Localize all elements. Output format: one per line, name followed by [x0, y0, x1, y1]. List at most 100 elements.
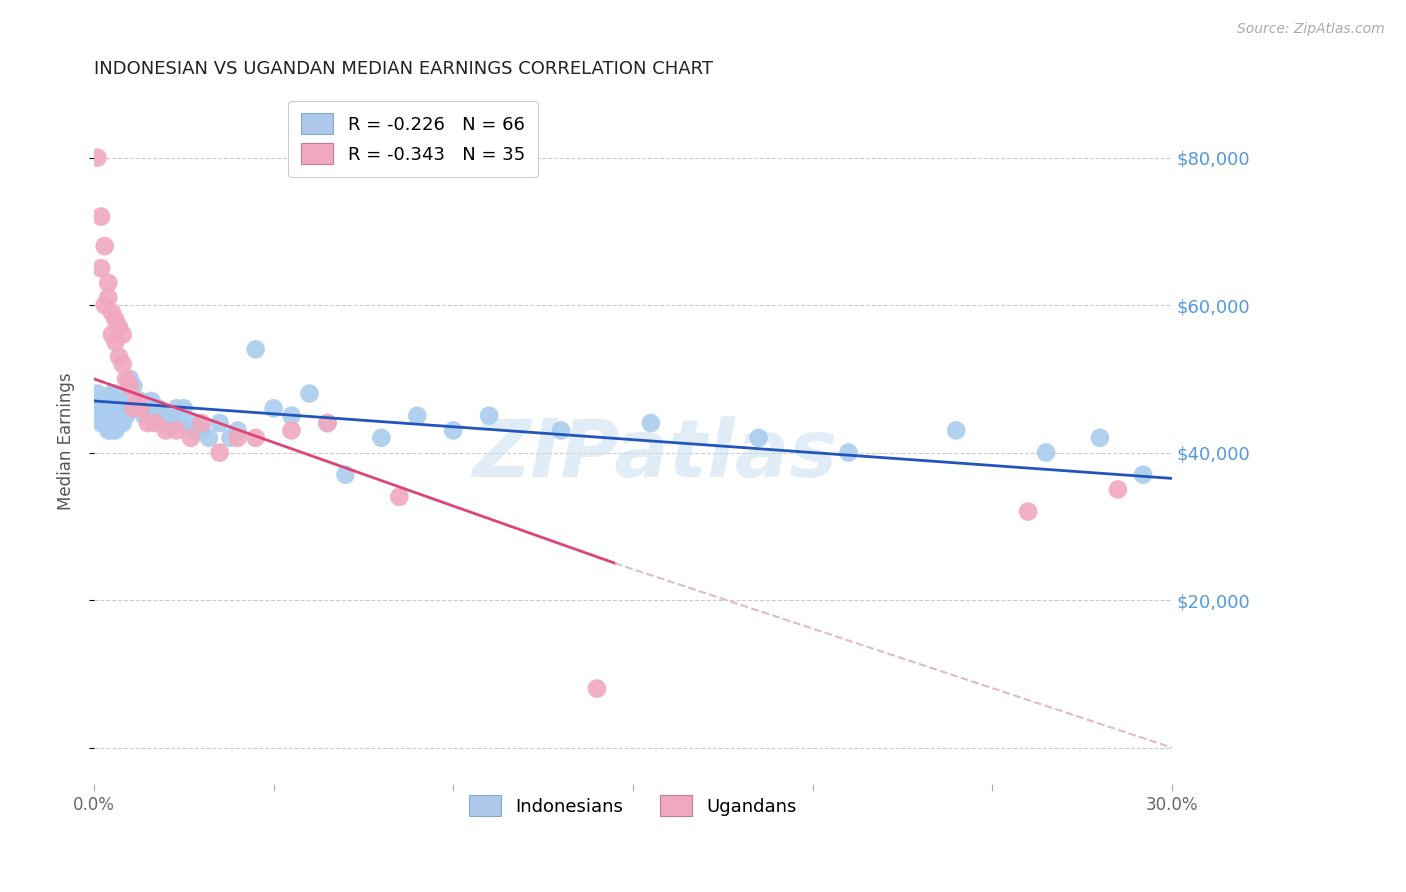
Point — [104, 386, 127, 401]
Point — [1132, 467, 1154, 482]
Point — [388, 490, 411, 504]
Point — [86, 386, 108, 401]
Point — [101, 409, 124, 423]
Point — [111, 401, 134, 416]
Point — [586, 681, 609, 696]
Point — [108, 320, 131, 334]
Text: INDONESIAN VS UGANDAN MEDIAN EARNINGS CORRELATION CHART: INDONESIAN VS UGANDAN MEDIAN EARNINGS CO… — [94, 60, 713, 78]
Point — [316, 416, 339, 430]
Point — [180, 416, 202, 430]
Point — [190, 416, 212, 430]
Point — [108, 416, 131, 430]
Point — [129, 394, 152, 409]
Point — [101, 394, 124, 409]
Point — [245, 343, 267, 357]
Point — [108, 394, 131, 409]
Point — [118, 394, 141, 409]
Point — [155, 424, 177, 438]
Point — [90, 394, 112, 409]
Point — [115, 372, 138, 386]
Point — [122, 379, 145, 393]
Point — [298, 386, 321, 401]
Point — [97, 401, 120, 416]
Point — [280, 409, 302, 423]
Point — [93, 416, 115, 430]
Point — [1035, 445, 1057, 459]
Point — [208, 445, 231, 459]
Point — [183, 424, 205, 438]
Point — [111, 357, 134, 371]
Point — [90, 210, 112, 224]
Legend: Indonesians, Ugandans: Indonesians, Ugandans — [461, 789, 804, 823]
Point — [748, 431, 770, 445]
Point — [316, 416, 339, 430]
Point — [118, 372, 141, 386]
Point — [108, 350, 131, 364]
Point — [162, 416, 184, 430]
Point — [101, 305, 124, 319]
Point — [93, 394, 115, 409]
Point — [97, 424, 120, 438]
Point — [136, 401, 159, 416]
Point — [198, 431, 221, 445]
Point — [1107, 483, 1129, 497]
Point — [143, 409, 166, 423]
Point — [640, 416, 662, 430]
Point — [104, 334, 127, 349]
Point — [125, 401, 148, 416]
Point — [166, 401, 188, 416]
Point — [93, 239, 115, 253]
Point — [90, 261, 112, 276]
Point — [180, 431, 202, 445]
Point — [141, 394, 163, 409]
Point — [263, 401, 285, 416]
Point — [1088, 431, 1111, 445]
Point — [97, 409, 120, 423]
Point — [101, 424, 124, 438]
Text: ZIPatlas: ZIPatlas — [472, 417, 837, 494]
Point — [173, 401, 195, 416]
Point — [280, 424, 302, 438]
Y-axis label: Median Earnings: Median Earnings — [58, 373, 75, 510]
Point — [219, 431, 242, 445]
Point — [118, 379, 141, 393]
Point — [134, 409, 156, 423]
Point — [90, 409, 112, 423]
Point — [125, 394, 148, 409]
Point — [129, 401, 152, 416]
Point — [97, 291, 120, 305]
Text: Source: ZipAtlas.com: Source: ZipAtlas.com — [1237, 22, 1385, 37]
Point — [550, 424, 572, 438]
Point — [93, 298, 115, 312]
Point — [104, 424, 127, 438]
Point — [837, 445, 859, 459]
Point — [101, 327, 124, 342]
Point — [370, 431, 392, 445]
Point — [136, 416, 159, 430]
Point — [335, 467, 357, 482]
Point — [1017, 505, 1039, 519]
Point — [166, 424, 188, 438]
Point — [90, 416, 112, 430]
Point — [245, 431, 267, 445]
Point — [945, 424, 967, 438]
Point — [101, 386, 124, 401]
Point — [169, 416, 191, 430]
Point — [190, 424, 212, 438]
Point — [115, 409, 138, 423]
Point — [406, 409, 429, 423]
Point — [148, 401, 170, 416]
Point — [104, 409, 127, 423]
Point — [104, 394, 127, 409]
Point — [155, 409, 177, 423]
Point — [93, 401, 115, 416]
Point — [108, 401, 131, 416]
Point — [143, 416, 166, 430]
Point — [111, 327, 134, 342]
Point — [150, 416, 173, 430]
Point — [97, 276, 120, 290]
Point — [86, 401, 108, 416]
Point — [226, 431, 249, 445]
Point — [111, 416, 134, 430]
Point — [104, 313, 127, 327]
